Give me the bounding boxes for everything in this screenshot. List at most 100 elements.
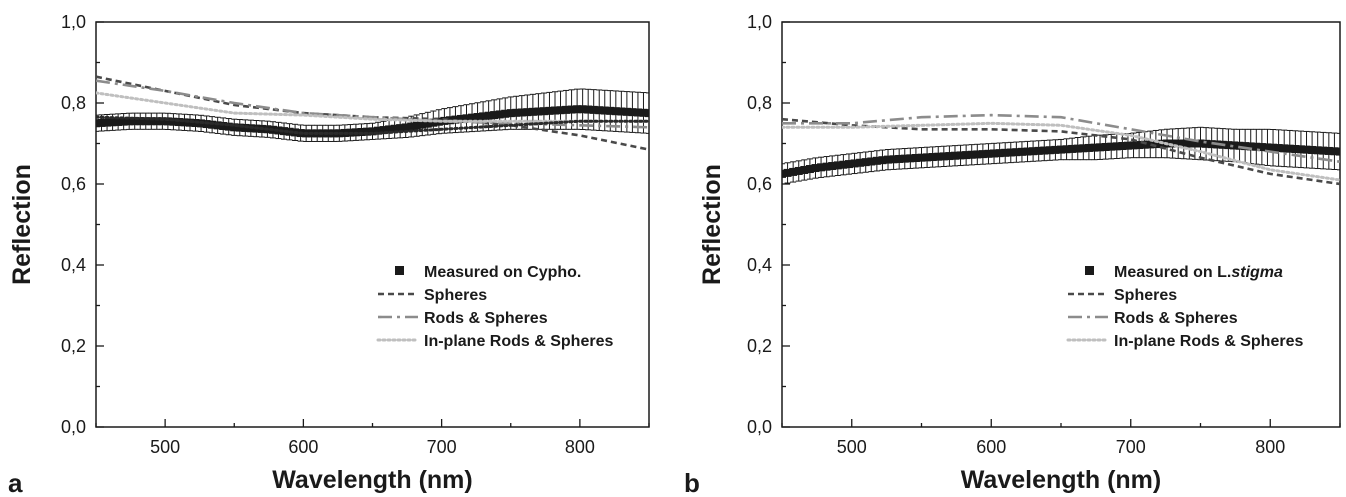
data-point-marker	[1012, 148, 1021, 157]
y-axis-title: Reflection	[8, 164, 36, 285]
data-point-marker	[119, 117, 128, 126]
data-point-marker	[911, 153, 920, 162]
series-line	[96, 79, 649, 129]
legend: Measured on L.stigma Spheres Rods & Sphere…	[1066, 264, 1303, 350]
data-point-marker	[995, 149, 1004, 158]
data-point-marker	[1079, 144, 1088, 153]
series-3	[782, 121, 1340, 182]
data-point-marker	[1269, 143, 1278, 152]
data-point-marker	[1246, 142, 1255, 151]
data-point-marker	[867, 157, 876, 166]
data-point-marker	[1224, 141, 1233, 150]
y-tick-label: 1,0	[747, 12, 772, 32]
x-tick-label: 600	[288, 437, 318, 457]
data-point-marker	[545, 106, 554, 115]
data-point-marker	[1179, 139, 1188, 148]
data-point-marker	[1084, 143, 1093, 152]
data-point-marker	[219, 122, 228, 131]
data-point-marker	[396, 124, 405, 133]
data-point-marker	[1090, 143, 1099, 152]
data-point-marker	[230, 123, 239, 132]
data-point-marker	[1101, 142, 1110, 151]
legend-label: In-plane Rods & Spheres	[424, 333, 613, 350]
series-0	[782, 126, 1340, 185]
data-point-marker	[180, 118, 189, 127]
y-tick-label: 0,4	[61, 255, 86, 275]
data-point-marker	[1291, 145, 1300, 154]
data-point-marker	[1140, 140, 1149, 149]
data-point-marker	[956, 151, 965, 160]
y-tick-label: 0,2	[61, 336, 86, 356]
data-point-marker	[962, 151, 971, 160]
y-tick-label: 0,0	[747, 417, 772, 437]
data-point-marker	[1257, 143, 1266, 152]
data-point-marker	[1096, 143, 1105, 152]
data-point-marker	[900, 154, 909, 163]
x-tick-label: 800	[1255, 437, 1285, 457]
data-point-marker	[412, 121, 421, 130]
data-point-marker	[130, 117, 139, 126]
legend-label: In-plane Rods & Spheres	[1114, 333, 1303, 350]
data-point-marker	[141, 117, 150, 126]
y-axis-title: Reflection	[698, 164, 726, 285]
data-point-marker	[368, 127, 377, 136]
x-tick-label: 800	[565, 437, 595, 457]
legend-label: Rods & Spheres	[424, 310, 548, 327]
y-tick-label: 0,2	[747, 336, 772, 356]
data-point-marker	[945, 152, 954, 161]
data-point-marker	[114, 117, 123, 126]
data-point-marker	[839, 160, 848, 169]
data-point-marker	[1168, 139, 1177, 148]
data-point-marker	[861, 158, 870, 167]
data-point-marker	[147, 117, 156, 126]
data-point-marker	[158, 117, 167, 126]
data-point-marker	[833, 161, 842, 170]
data-point-marker	[645, 109, 649, 118]
data-point-marker	[152, 117, 161, 126]
series-2	[782, 113, 1340, 163]
data-point-marker	[817, 163, 826, 172]
data-point-marker	[1235, 141, 1244, 150]
data-point-marker	[1324, 146, 1333, 155]
data-point-marker	[534, 107, 543, 116]
data-point-marker	[895, 154, 904, 163]
data-point-marker	[490, 111, 499, 120]
legend-label: Spheres	[424, 287, 487, 304]
data-point-marker	[1029, 147, 1038, 156]
data-point-marker	[125, 117, 134, 126]
data-point-marker	[573, 105, 582, 114]
data-point-marker	[456, 114, 465, 123]
x-tick-label: 500	[837, 437, 867, 457]
data-point-marker	[1001, 148, 1010, 157]
data-point-marker	[539, 107, 548, 116]
data-point-marker	[794, 166, 803, 175]
data-point-marker	[923, 153, 932, 162]
data-point-marker	[429, 118, 438, 127]
data-point-marker	[1062, 145, 1071, 154]
legend-label: Rods & Spheres	[1114, 310, 1238, 327]
x-tick-label: 500	[150, 437, 180, 457]
data-point-marker	[628, 108, 637, 117]
data-point-marker	[390, 124, 399, 133]
data-point-marker	[97, 118, 106, 127]
legend-label: Spheres	[1114, 287, 1177, 304]
data-point-marker	[567, 105, 576, 114]
series-2	[96, 79, 649, 129]
data-point-marker	[578, 105, 587, 114]
data-point-marker	[844, 160, 853, 169]
data-point-marker	[108, 118, 117, 127]
data-point-marker	[1202, 139, 1211, 148]
data-point-marker	[136, 117, 145, 126]
data-point-marker	[1313, 146, 1322, 155]
data-point-marker	[828, 162, 837, 171]
data-point-marker	[1280, 144, 1289, 153]
data-point-marker	[512, 108, 521, 117]
x-axis-title: Wavelength (nm)	[961, 466, 1161, 494]
data-point-marker	[789, 167, 798, 176]
data-point-marker	[617, 107, 626, 116]
data-point-marker	[379, 126, 388, 135]
data-point-marker	[506, 109, 515, 118]
data-point-marker	[1296, 145, 1305, 154]
panel-label: b	[684, 468, 700, 497]
data-point-marker	[622, 107, 631, 116]
